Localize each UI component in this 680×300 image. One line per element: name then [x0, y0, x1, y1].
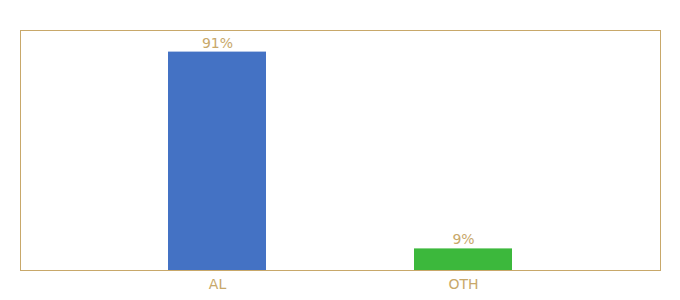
svg-text:OTH: OTH [448, 276, 478, 292]
svg-text:9%: 9% [452, 231, 474, 247]
svg-text:AL: AL [209, 276, 227, 292]
svg-text:91%: 91% [202, 35, 233, 51]
